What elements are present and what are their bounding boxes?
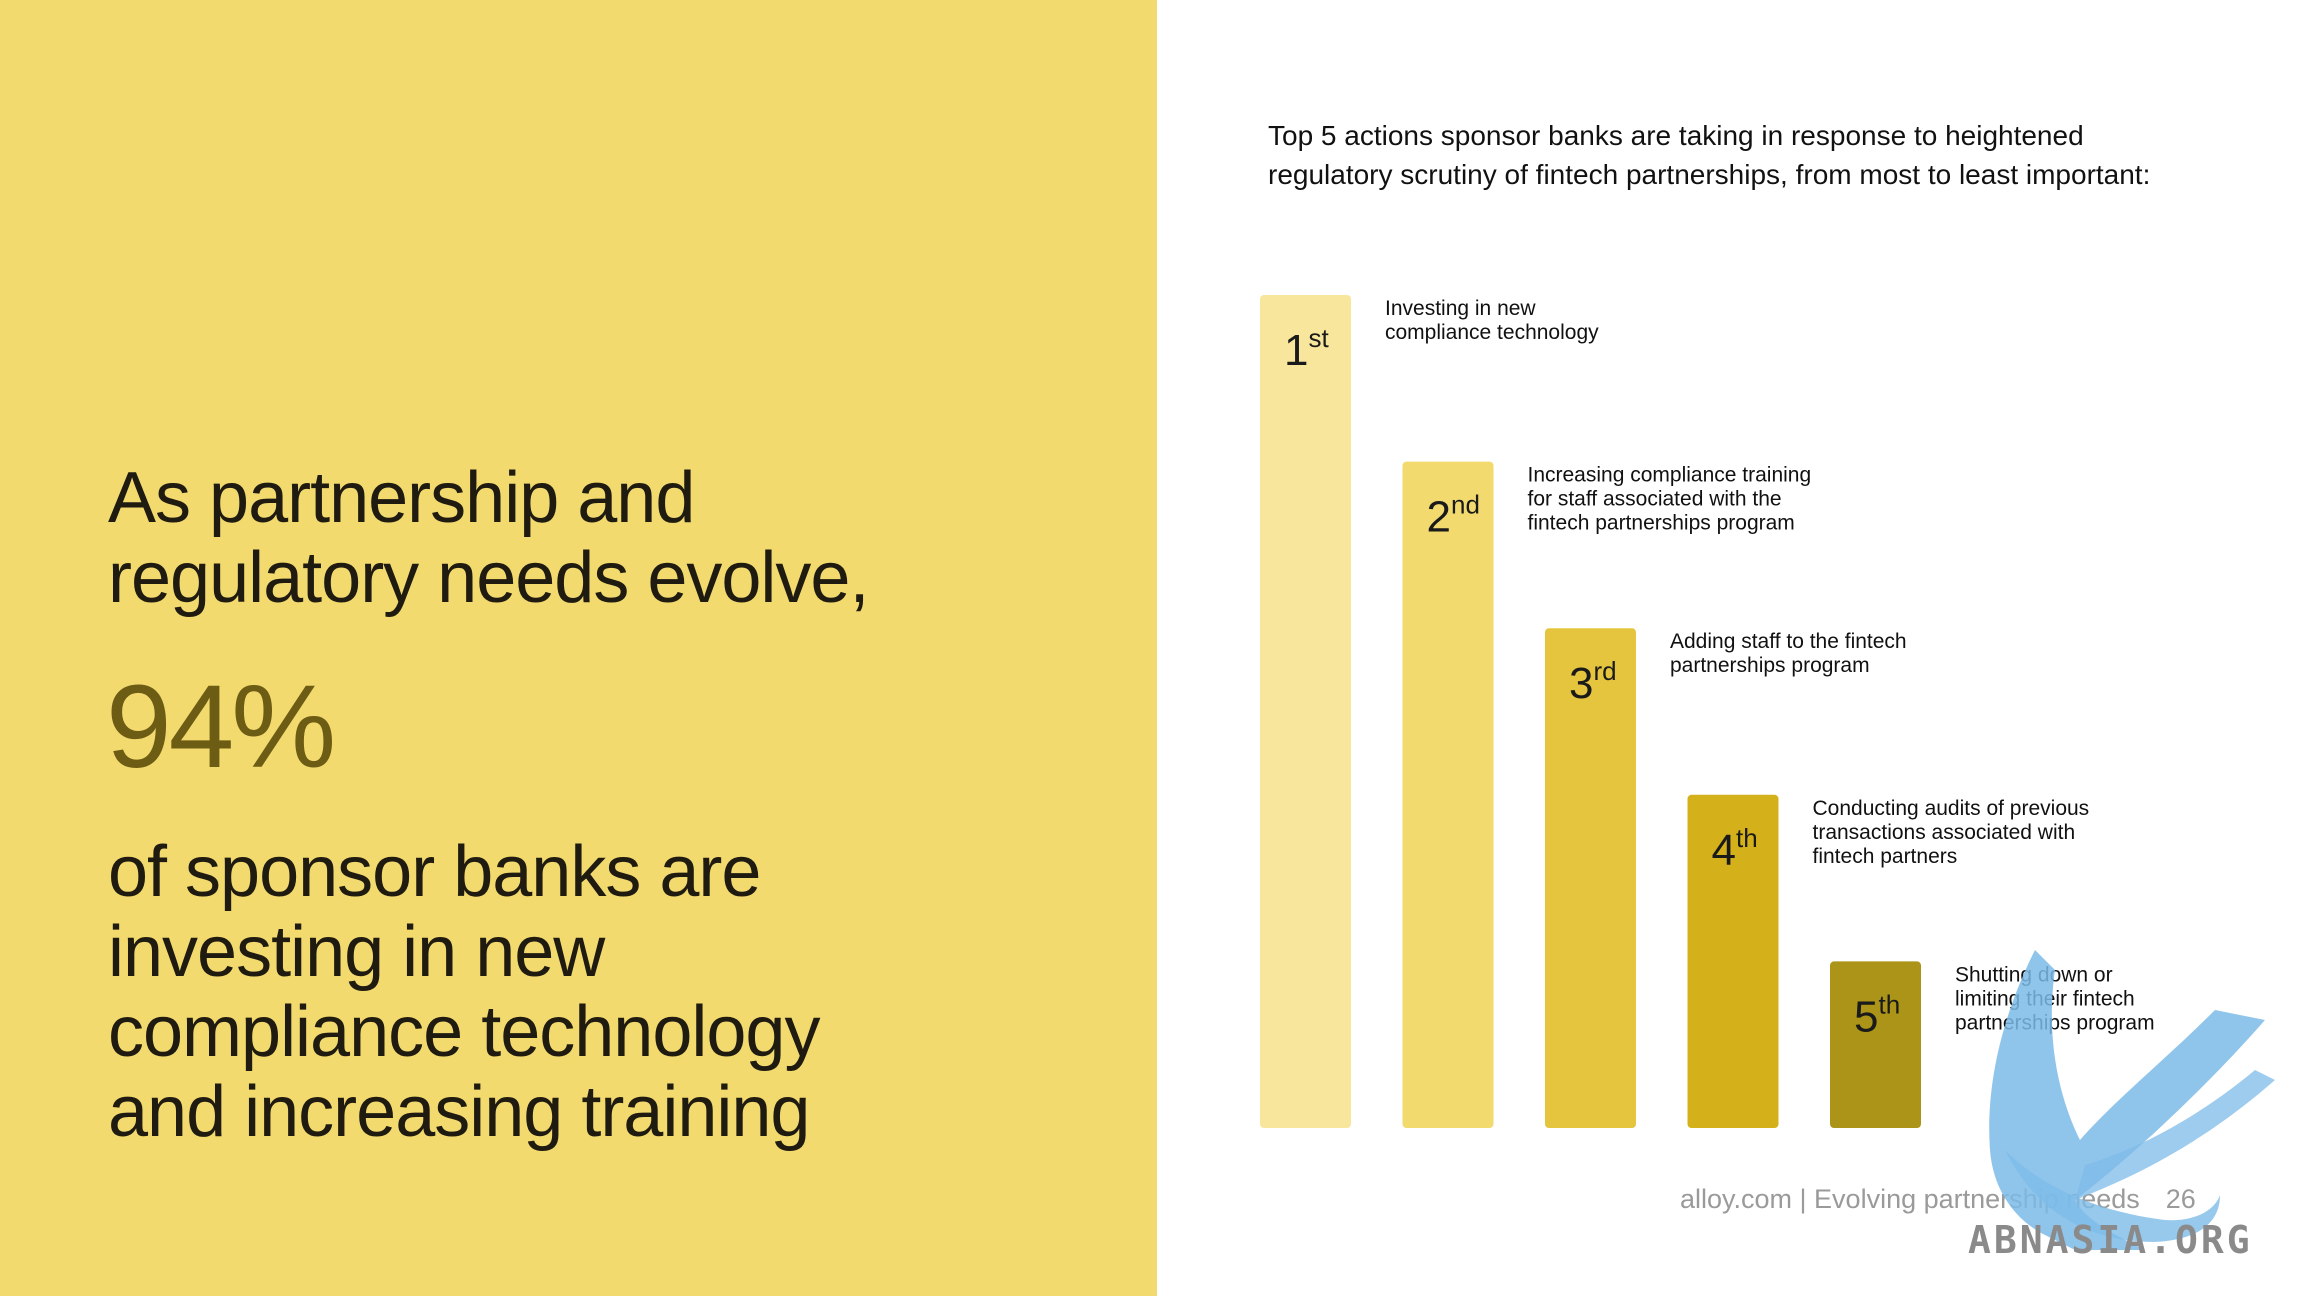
headline-line: regulatory needs evolve, [108,538,869,618]
chart-bar [1687,794,1779,1128]
stat-description-line: of sponsor banks are [108,832,761,912]
chart-title-line: Top 5 actions sponsor banks are taking i… [1268,120,2084,151]
category-label: Increasing compliance training for staff … [1528,464,1812,535]
rank-label: 2nd [1427,490,1480,542]
left-panel: As partnership and regulatory needs evol… [0,0,1157,1296]
rank-label: 5th [1854,989,1900,1041]
chart-bar [1830,961,1921,1128]
watermark-text: ABNASIA.ORG [1968,1218,2253,1262]
category-label: Adding staff to the fintech partnerships … [1670,630,1907,677]
stat-description-line: and increasing training [108,1072,810,1152]
headline: As partnership and regulatory needs evol… [108,458,1108,618]
stat-description: of sponsor banks are investing in new co… [108,832,1108,1152]
stat-percentage: 94% [106,661,336,793]
phoenix-icon [1989,950,2275,1250]
headline-line: As partnership and [108,458,695,538]
chart-title-line: regulatory scrutiny of fintech partnersh… [1268,159,2151,190]
page-number: 26 [2165,1184,2196,1214]
chart-title: Top 5 actions sponsor banks are taking i… [1268,116,2248,194]
rank-label: 1st [1284,323,1329,375]
stat-description-line: investing in new [108,912,605,992]
category-label: Investing in new compliance technology [1385,297,1599,344]
chart-bar [1545,628,1636,1128]
rank-label: 4th [1712,823,1758,875]
chart-bar [1402,461,1494,1129]
category-label: Conducting audits of previous transaction… [1813,797,2090,868]
stat-description-line: compliance technology [108,992,820,1072]
rank-label: 3rd [1569,656,1617,708]
chart-bar [1260,295,1351,1128]
